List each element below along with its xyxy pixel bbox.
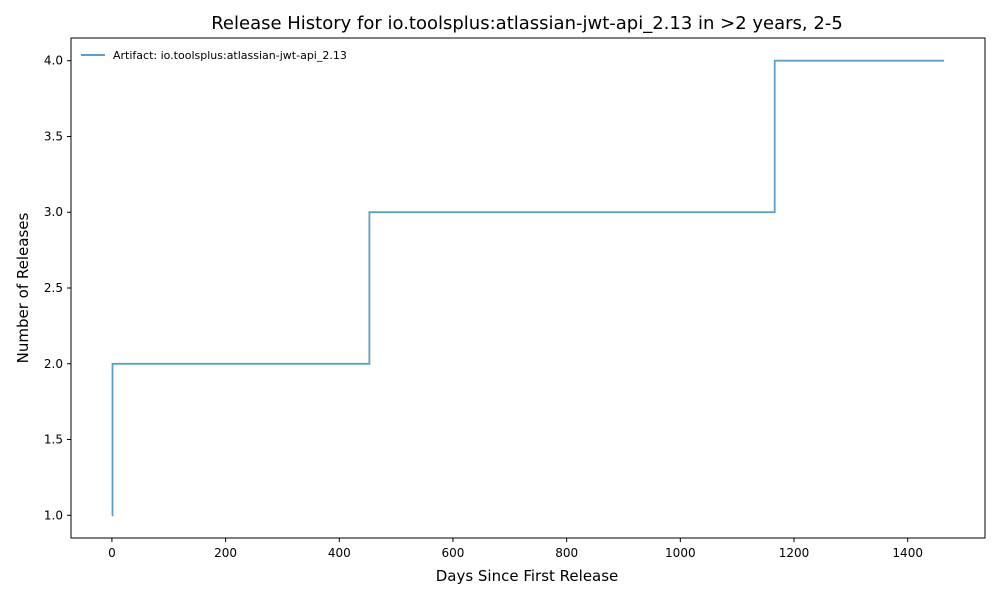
plot-area xyxy=(70,37,986,539)
legend-box xyxy=(75,43,375,65)
legend-label: Artifact: io.toolsplus:atlassian-jwt-api… xyxy=(113,49,347,62)
x-axis: 0 200 400 600 800 1000 1200 1400 xyxy=(108,538,923,560)
series-step-line xyxy=(111,59,945,517)
y-tick-label: 2.0 xyxy=(44,357,63,371)
y-tick-label: 1.5 xyxy=(44,433,63,447)
y-tick-label: 1.0 xyxy=(44,508,63,522)
y-tick-label: 2.5 xyxy=(44,281,63,295)
y-axis-label: Number of Releases xyxy=(14,212,32,363)
y-tick-label: 4.0 xyxy=(44,54,63,68)
legend: Artifact: io.toolsplus:atlassian-jwt-api… xyxy=(75,43,375,65)
x-tick-label: 1000 xyxy=(665,546,696,560)
x-tick-label: 200 xyxy=(214,546,237,560)
series-layer xyxy=(111,59,945,517)
x-tick-label: 1400 xyxy=(892,546,923,560)
x-axis-label: Days Since First Release xyxy=(436,567,619,585)
chart-title: Release History for io.toolsplus:atlassi… xyxy=(211,13,843,34)
y-axis: 1.0 1.5 2.0 2.5 3.0 3.5 4.0 xyxy=(44,54,71,522)
x-tick-label: 1200 xyxy=(779,546,810,560)
x-tick-label: 800 xyxy=(555,546,578,560)
x-tick-label: 400 xyxy=(328,546,351,560)
y-tick-label: 3.5 xyxy=(44,129,63,143)
x-tick-label: 600 xyxy=(442,546,465,560)
x-tick-label: 0 xyxy=(108,546,116,560)
y-tick-label: 3.0 xyxy=(44,205,63,219)
